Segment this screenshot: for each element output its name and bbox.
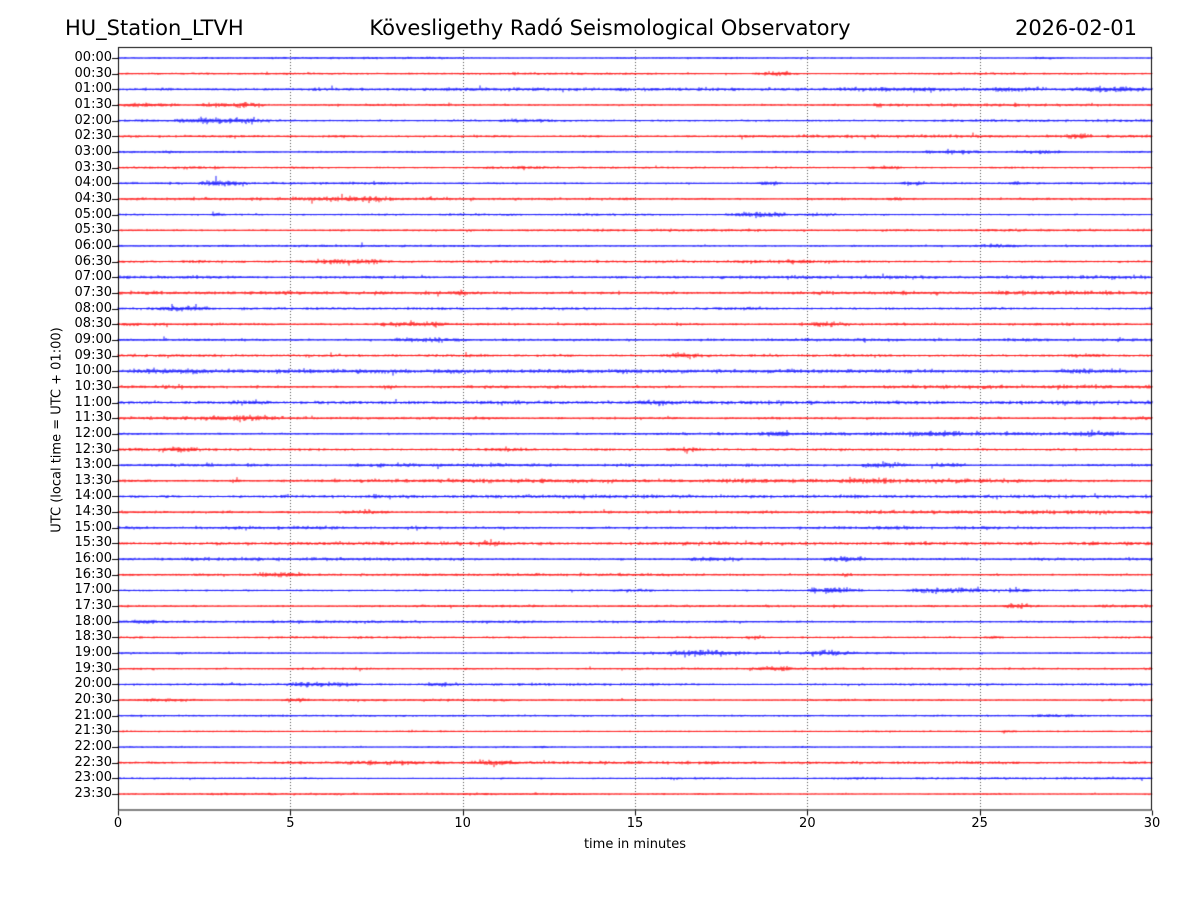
y-tick-label: 22:30: [74, 754, 112, 770]
x-tick-label: 10: [454, 816, 471, 831]
y-tick-label: 04:30: [74, 190, 112, 206]
x-tick-label: 30: [1143, 816, 1161, 831]
y-tick-label: 00:00: [74, 50, 112, 65]
y-tick-label: 01:00: [74, 81, 112, 97]
y-tick-label: 14:00: [74, 488, 112, 504]
y-tick-label: 10:30: [74, 378, 112, 394]
y-tick-label: 11:00: [74, 394, 112, 410]
y-tick-label: 00:30: [74, 65, 112, 81]
y-tick-label: 13:00: [74, 457, 112, 473]
y-tick-label: 05:00: [74, 206, 112, 222]
y-tick-label: 18:00: [74, 613, 112, 629]
y-tick-label: 03:30: [74, 159, 112, 175]
y-tick-label: 08:30: [74, 316, 112, 332]
station-title: HU_Station_LTVH: [65, 16, 244, 40]
x-tick-label: 0: [113, 816, 123, 831]
y-tick-label: 10:00: [74, 363, 112, 379]
observatory-title: Kövesligethy Radó Seismological Observat…: [369, 16, 851, 40]
x-axis-label: time in minutes: [583, 837, 687, 852]
y-tick-label: 06:00: [74, 237, 112, 253]
y-tick-label: 04:00: [74, 175, 112, 191]
y-tick-label: 03:00: [74, 143, 112, 159]
y-tick-label: 18:30: [74, 629, 112, 645]
y-tick-label: 07:30: [74, 284, 112, 300]
y-tick-label: 21:00: [74, 707, 112, 723]
y-tick-label: 19:00: [74, 645, 112, 661]
y-tick-label: 15:00: [74, 519, 112, 535]
y-tick-label: 09:00: [74, 331, 112, 347]
y-tick-label: 20:30: [74, 692, 112, 708]
y-tick-label: 02:00: [74, 112, 112, 128]
y-tick-label: 23:00: [74, 770, 112, 786]
y-tick-label: 07:00: [74, 269, 112, 285]
y-tick-label: 23:30: [74, 786, 112, 802]
y-tick-label: 06:30: [74, 253, 112, 269]
y-tick-label: 11:30: [74, 410, 112, 426]
y-tick-label: 05:30: [74, 222, 112, 238]
y-tick-label: 16:00: [74, 551, 112, 567]
y-tick-label: 19:30: [74, 660, 112, 676]
y-tick-label: 20:00: [74, 676, 112, 692]
y-tick-label: 14:30: [74, 504, 112, 520]
y-tick-label: 17:00: [74, 582, 112, 598]
y-tick-label: 16:30: [74, 566, 112, 582]
y-tick-label: 09:30: [74, 347, 112, 363]
x-tick-label: 20: [799, 816, 816, 831]
y-tick-label: 02:30: [74, 128, 112, 144]
y-tick-label: 21:30: [74, 723, 112, 739]
y-tick-label: 17:30: [74, 598, 112, 614]
y-tick-label: 12:30: [74, 441, 112, 457]
date-title: 2026-02-01: [1014, 16, 1137, 40]
y-tick-label: 08:00: [74, 300, 112, 316]
x-tick-label: 25: [971, 816, 988, 831]
y-tick-label: 22:00: [74, 739, 112, 755]
y-tick-label: 12:00: [74, 425, 112, 441]
y-tick-label: 15:30: [74, 535, 112, 551]
y-tick-label: 01:30: [74, 96, 112, 112]
x-tick-label: 5: [286, 816, 295, 831]
x-tick-label: 15: [626, 816, 644, 831]
y-tick-label: 13:30: [74, 472, 112, 488]
